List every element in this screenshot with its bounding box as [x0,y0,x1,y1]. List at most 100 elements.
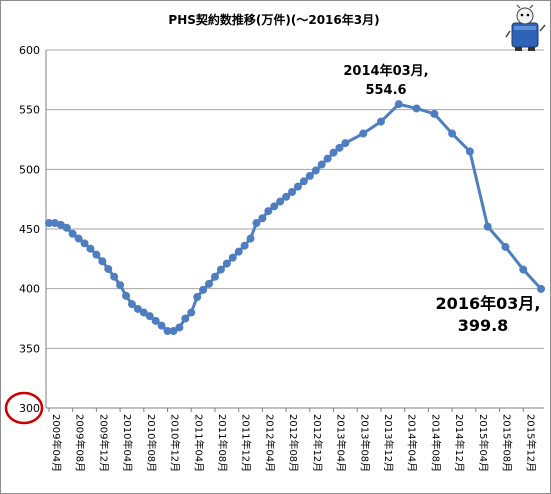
y-tick-label-550: 550 [19,104,40,117]
data-point [519,265,528,274]
y-ticks: 300 350 400 450 500 550 600 [19,44,40,415]
x-tick-label-5: 2010年12月 [169,414,182,472]
data-point [282,192,291,201]
data-point [293,182,302,191]
data-point [181,314,190,323]
data-point [157,321,166,330]
data-point [116,281,125,290]
x-tick-label-17: 2014年12月 [453,414,466,472]
data-point [317,160,326,169]
x-tick-label-7: 2011年08月 [216,414,229,472]
y-tick-label-300: 300 [19,402,40,415]
data-point [169,327,178,336]
x-tick-label-19: 2015年08月 [501,414,514,472]
data-point [44,219,53,228]
data-point [193,293,202,302]
x-tick-label-3: 2010年04月 [121,414,134,472]
data-point [537,284,546,293]
data-point [80,239,89,248]
y-tick-label-450: 450 [19,223,40,236]
data-point [240,241,249,250]
data-point [122,291,131,300]
data-point [329,148,338,157]
data-point [412,104,421,113]
data-point [127,300,136,309]
data-point [133,304,142,313]
x-tick-label-1: 2009年08月 [74,414,87,472]
x-tick-label-14: 2013年12月 [382,414,395,472]
data-point [341,139,350,148]
x-tick-label-2: 2009年12月 [97,414,110,472]
x-tick-label-6: 2011年04月 [192,414,205,472]
x-tick-label-10: 2012年08月 [287,414,300,472]
x-tick-label-11: 2012年12月 [311,414,324,472]
data-point [139,308,148,317]
data-point [62,223,71,232]
data-point [323,154,332,163]
x-tick-label-20: 2015年12月 [524,414,537,472]
x-ticks: 2009年04月 2009年08月 2009年12月 2010年04月 2010年08月… [48,408,537,472]
x-tick-label-8: 2011年12月 [240,414,253,472]
data-point [288,188,297,197]
x-tick-label-12: 2013年04月 [335,414,348,472]
data-point [56,220,65,229]
y-tick-label-400: 400 [19,283,40,296]
data-point [199,285,208,294]
x-tick-label-15: 2014年04月 [406,414,419,472]
x-tick-label-13: 2013年08月 [358,414,371,472]
y-tick-label-500: 500 [19,163,40,176]
data-point [246,234,255,243]
data-point [222,259,231,268]
data-point [376,117,385,126]
data-point [104,264,113,273]
data-point [187,308,196,317]
data-point [151,316,160,325]
data-point [430,109,439,118]
data-point [216,265,225,274]
data-point [92,250,101,259]
data-point [228,253,237,262]
data-point [74,234,83,243]
data-point [270,202,279,211]
data-point [299,177,308,186]
annotation-peak-date: 2014年03月, [343,63,428,79]
data-point [501,242,510,251]
y-tick-label-600: 600 [19,44,40,57]
data-point [163,327,172,336]
data-point [359,129,368,138]
data-point [483,222,492,231]
annotation-latest-value: 399.8 [458,316,509,335]
data-point [252,219,261,228]
y-tick-label-350: 350 [19,342,40,355]
data-point [465,147,474,156]
data-point [175,323,184,332]
x-tick-label-18: 2015年04月 [477,414,490,472]
x-tick-label-0: 2009年04月 [50,414,63,472]
x-tick-label-16: 2014年08月 [429,414,442,472]
chart-title: PHS契約数推移(万件)(～2016年3月) [168,12,379,27]
data-point [305,171,314,180]
data-point [335,143,344,152]
data-point [311,166,320,175]
data-point [68,229,77,238]
data-point [145,312,154,321]
data-point [264,207,273,216]
series [44,100,546,336]
mascot-icon [505,4,546,51]
data-point [394,100,403,109]
data-point [448,129,457,138]
data-point [258,214,267,223]
x-tick-label-4: 2010年08月 [145,414,158,472]
data-point [210,272,219,281]
data-point [234,247,243,256]
x-tick-label-9: 2012年04月 [263,414,276,472]
data-point [276,197,285,206]
annotation-peak-value: 554.6 [365,83,406,98]
data-point [110,272,119,281]
data-point [205,279,214,288]
highlight-circle-300 [4,391,44,425]
data-point [98,257,107,266]
annotation-latest-date: 2016年03月, [436,294,541,313]
